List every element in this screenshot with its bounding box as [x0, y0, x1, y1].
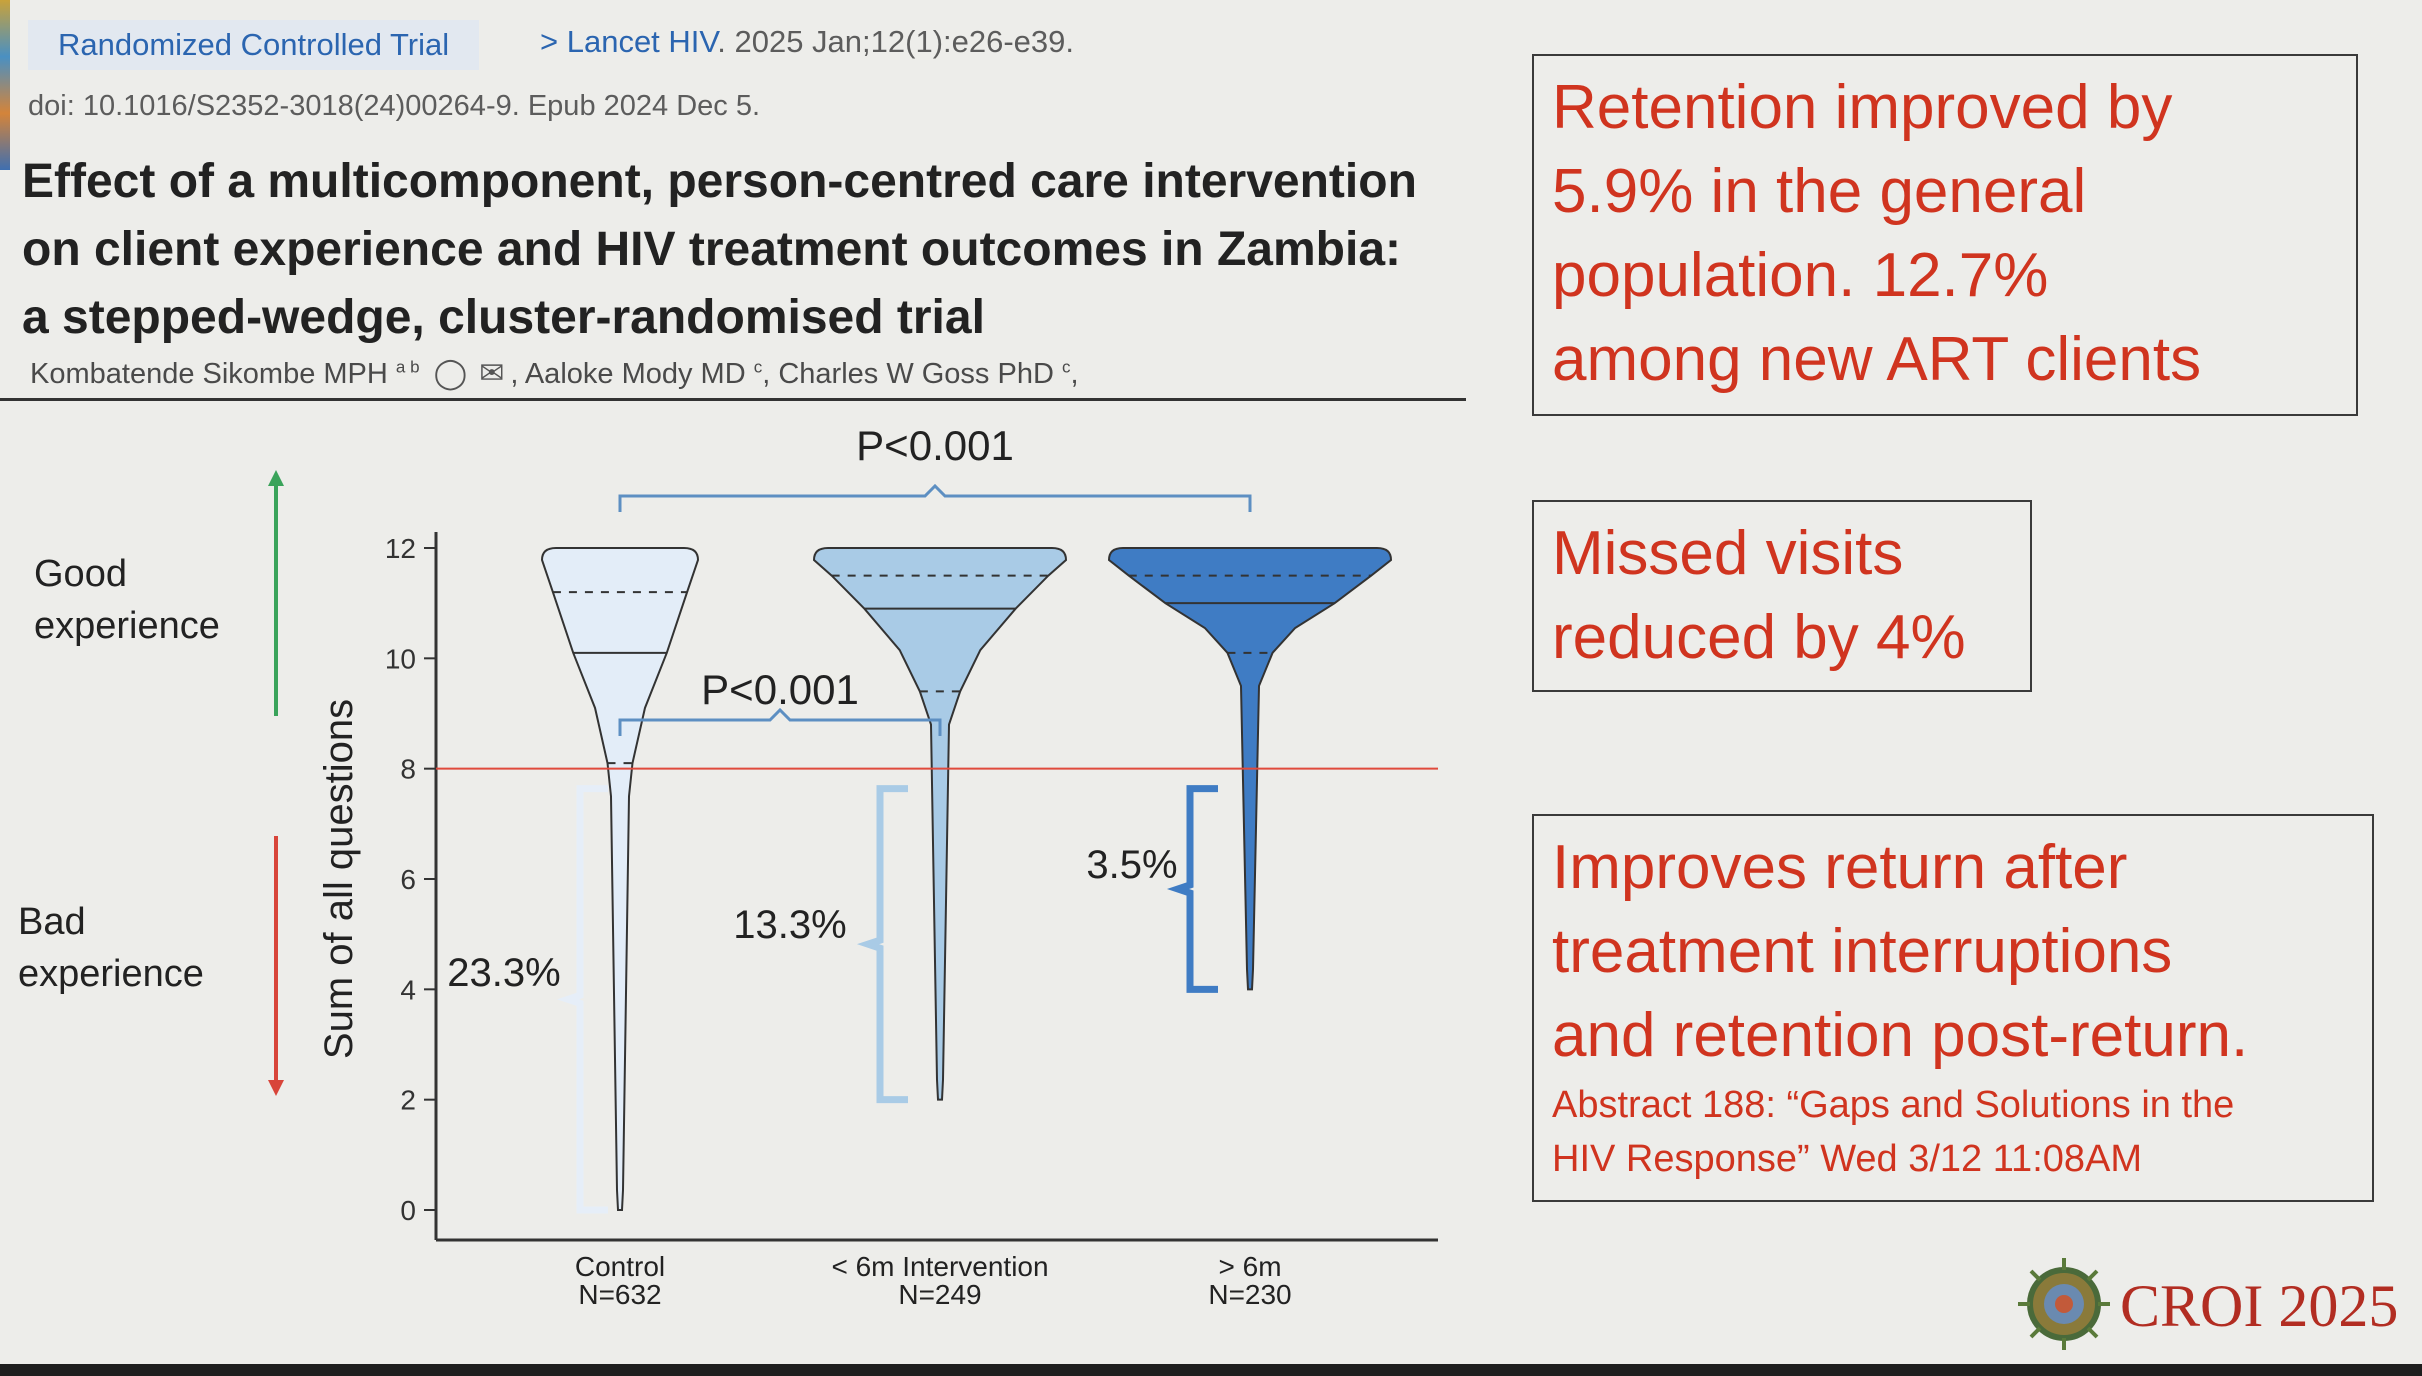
x-tick-label: < 6m Intervention	[831, 1251, 1048, 1282]
violin-chart: 0 2 4 6 8 10 12 Sum of all questions ControlN=63…	[268, 422, 1438, 1310]
x-tick-n-label: N=249	[898, 1279, 981, 1310]
good-arrowhead-icon	[268, 470, 284, 486]
callout-line: Improves return after	[1552, 833, 2128, 902]
callout-line: reduced by 4%	[1552, 603, 1966, 672]
doi-line[interactable]: doi: 10.1016/S2352-3018(24)00264-9. Epub…	[28, 90, 761, 122]
y-tick-label: 2	[400, 1085, 416, 1116]
below-threshold-pct: 23.3%	[447, 951, 560, 995]
title-line: a stepped-wedge, cluster-randomised tria…	[22, 291, 985, 344]
author-name[interactable]: , Charles W Goss PhD	[762, 358, 1054, 390]
header-divider	[0, 398, 1466, 401]
below-threshold-pct: 13.3%	[733, 903, 846, 947]
callout-line: and retention post-return.	[1552, 1001, 2249, 1070]
bad-label-line: experience	[18, 953, 204, 995]
p-value-label: P<0.001	[701, 666, 859, 713]
person-icon[interactable]: ◯	[433, 357, 468, 390]
missed-visits-callout: Missed visits reduced by 4%	[1532, 500, 2032, 692]
bottom-bar	[0, 1364, 2422, 1376]
article-type-badge[interactable]: Randomized Controlled Trial	[28, 20, 480, 70]
callout-line: 5.9% in the general	[1552, 157, 2087, 226]
author-affiliation: c	[1061, 357, 1071, 377]
journal-link[interactable]: > Lancet HIV	[540, 24, 718, 59]
title-line: on client experience and HIV treatment o…	[22, 223, 1401, 276]
abstract-line: Abstract 188: “Gaps and Solutions in the	[1552, 1084, 2235, 1126]
x-tick-n-label: N=230	[1208, 1279, 1291, 1310]
return-callout: Improves return after treatment interrup…	[1532, 814, 2374, 1202]
paper-title: Effect of a multicomponent, person-centr…	[22, 148, 1462, 352]
callout-line: treatment interruptions	[1552, 917, 2173, 986]
author-affiliation: c	[753, 357, 763, 377]
author-list: Kombatende Sikombe MPH a b ◯ ✉, Aaloke Mo…	[30, 356, 1079, 391]
y-tick-label: 4	[400, 974, 416, 1005]
author-name[interactable]: Kombatende Sikombe MPH	[30, 358, 388, 390]
violin-0	[540, 547, 700, 1211]
below-threshold-bracket	[1166, 785, 1218, 993]
x-tick-n-label: N=632	[578, 1279, 661, 1310]
title-line: Effect of a multicomponent, person-centr…	[22, 155, 1417, 208]
y-tick-label: 6	[400, 864, 416, 895]
good-experience-label: Good experience	[34, 548, 220, 652]
y-axis-label: Sum of all questions	[317, 699, 361, 1059]
croi-logo-text: CROI 2025	[2120, 1273, 2399, 1339]
journal-issue: . 2025 Jan;12(1):e26-e39.	[717, 24, 1075, 59]
retention-callout: Retention improved by 5.9% in the genera…	[1532, 54, 2358, 416]
significance-bracket	[618, 483, 1252, 512]
croi-logo: CROI 2025	[2014, 1250, 2404, 1360]
good-label-line: experience	[34, 605, 220, 647]
callout-line: Missed visits	[1552, 519, 1904, 588]
below-threshold-bracket	[856, 785, 908, 1104]
good-label-line: Good	[34, 553, 127, 595]
x-tick-label: Control	[575, 1251, 665, 1282]
y-tick-label: 10	[385, 643, 416, 674]
author-name[interactable]: , Aaloke Mody MD	[510, 358, 746, 390]
callout-line: among new ART clients	[1552, 325, 2202, 394]
author-affiliation: a b	[395, 357, 420, 377]
y-tick-label: 8	[400, 754, 416, 785]
logo-ribbon-decoration	[0, 0, 10, 170]
bad-arrowhead-icon	[268, 1080, 284, 1096]
callout-line: Retention improved by	[1552, 73, 2173, 142]
below-threshold-pct: 3.5%	[1086, 843, 1177, 887]
y-tick-label: 12	[385, 533, 416, 564]
virus-logo-icon	[2018, 1258, 2110, 1350]
violin-1	[812, 547, 1068, 1101]
callout-line: population. 12.7%	[1552, 241, 2049, 310]
p-value-label: P<0.001	[856, 422, 1014, 469]
below-threshold-bracket	[556, 785, 608, 1214]
y-tick-label: 0	[400, 1195, 416, 1226]
bad-experience-label: Bad experience	[18, 896, 204, 1000]
author-list-tail: ,	[1070, 358, 1079, 390]
significance-bracket	[618, 707, 942, 736]
x-tick-label: > 6m	[1218, 1251, 1281, 1282]
bad-label-line: Bad	[18, 901, 86, 943]
mail-icon[interactable]: ✉	[479, 357, 505, 390]
journal-citation: > Lancet HIV. 2025 Jan;12(1):e26-e39.	[540, 24, 1074, 60]
abstract-line: HIV Response” Wed 3/12 11:08AM	[1552, 1138, 2143, 1180]
